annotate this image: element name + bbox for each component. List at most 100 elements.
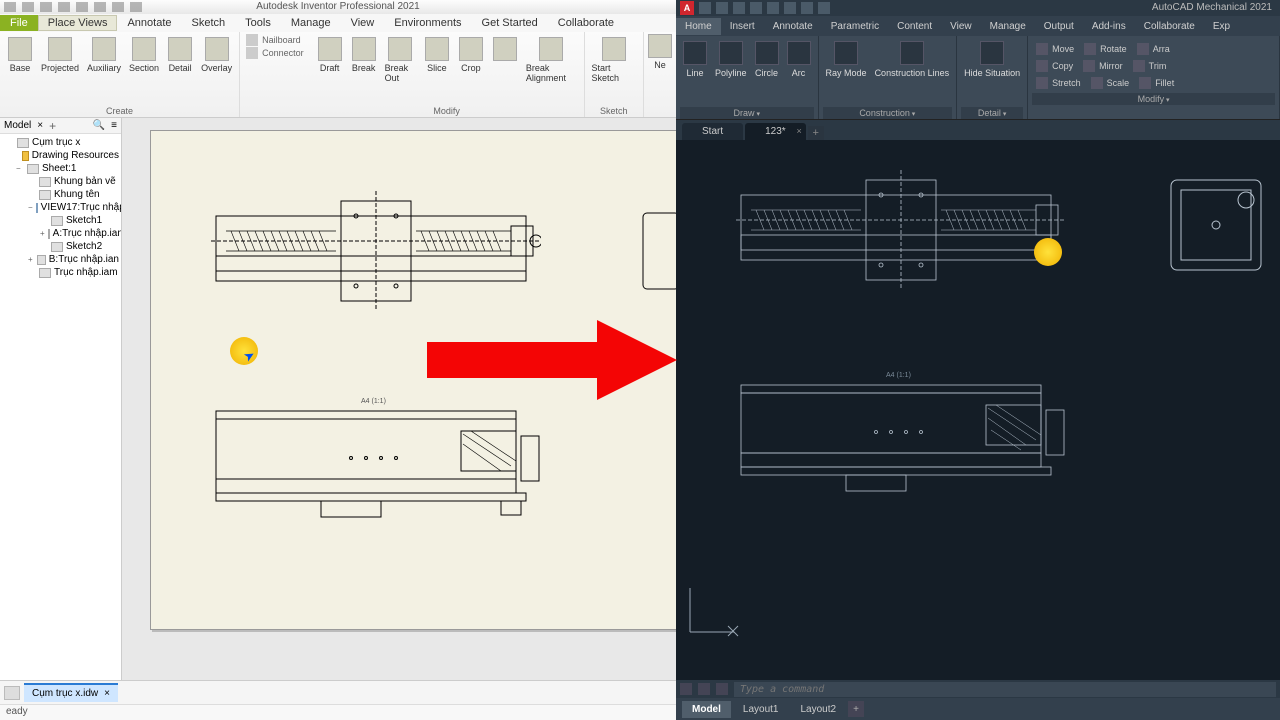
acad-menu-collaborate[interactable]: Collaborate: [1135, 18, 1204, 35]
menu-get-started[interactable]: Get Started: [472, 15, 548, 31]
ribbon-button-hide-situation[interactable]: Hide Situation: [961, 39, 1023, 107]
modify-rotate[interactable]: Rotate: [1084, 42, 1127, 56]
ribbon-button-arc[interactable]: Arc: [784, 39, 814, 107]
qat-redo-icon[interactable]: [76, 2, 88, 12]
modify-scale[interactable]: Scale: [1091, 76, 1130, 90]
ribbon-button-slice[interactable]: Slice: [421, 35, 453, 85]
tree-node[interactable]: +B:Trục nhập.ian: [2, 253, 119, 266]
ribbon-button-break-alignment[interactable]: Break Alignment: [523, 35, 580, 85]
ribbon-button-draft[interactable]: Draft: [314, 35, 346, 85]
qat-undo-icon[interactable]: [801, 2, 813, 14]
layout-tab-layout2[interactable]: Layout2: [790, 701, 846, 718]
tree-node[interactable]: Khung tên: [2, 188, 119, 201]
doc-tab-123[interactable]: 123*×: [745, 123, 806, 140]
tree-node[interactable]: Drawing Resources: [2, 149, 119, 162]
acad-menu-add-ins[interactable]: Add-ins: [1083, 18, 1135, 35]
tab-close-icon[interactable]: ×: [796, 126, 801, 136]
tree-node[interactable]: −Sheet:1: [2, 162, 119, 175]
tree-menu-icon[interactable]: ≡: [111, 120, 117, 131]
qat-open-icon[interactable]: [716, 2, 728, 14]
acad-menu-parametric[interactable]: Parametric: [822, 18, 888, 35]
menu-collaborate[interactable]: Collaborate: [548, 15, 624, 31]
layout-tab-layout1[interactable]: Layout1: [733, 701, 789, 718]
modify-mirror[interactable]: Mirror: [1083, 59, 1123, 73]
add-layout-button[interactable]: +: [848, 701, 864, 717]
ribbon-button-overlay[interactable]: Overlay: [198, 35, 235, 75]
modify-move[interactable]: Move: [1036, 42, 1074, 56]
acad-menu-insert[interactable]: Insert: [721, 18, 764, 35]
modify-stretch[interactable]: Stretch: [1036, 76, 1081, 90]
ribbon-button-auxiliary[interactable]: Auxiliary: [84, 35, 124, 75]
tree-node[interactable]: Sketch2: [2, 240, 119, 253]
tree-node[interactable]: Khung bản vẽ: [2, 175, 119, 188]
ribbon-button-detail[interactable]: Detail: [164, 35, 196, 75]
ribbon-button-ray-mode[interactable]: Ray Mode: [823, 39, 870, 107]
qat-new-icon[interactable]: [699, 2, 711, 14]
tree-search-icon[interactable]: 🔍: [93, 120, 105, 131]
qat-save-icon[interactable]: [40, 2, 52, 12]
acad-menu-view[interactable]: View: [941, 18, 981, 35]
qat-open-icon[interactable]: [22, 2, 34, 12]
tab-close-icon[interactable]: ×: [104, 688, 110, 699]
ribbon-button-construction-lines[interactable]: Construction Lines: [872, 39, 953, 107]
modify-trim[interactable]: Trim: [1133, 59, 1167, 73]
tree-add-icon[interactable]: +: [49, 119, 56, 133]
ribbon-button-ne[interactable]: Ne: [644, 32, 676, 117]
ribbon-button-break[interactable]: Break: [348, 35, 380, 85]
doc-tab-start[interactable]: Start: [682, 123, 743, 140]
qat-redo-icon[interactable]: [818, 2, 830, 14]
menu-tools[interactable]: Tools: [235, 15, 281, 31]
qat-home-icon[interactable]: [94, 2, 106, 12]
qat-save-icon[interactable]: [733, 2, 745, 14]
command-input[interactable]: [734, 682, 1276, 697]
ribbon-button-circle[interactable]: Circle: [752, 39, 782, 107]
acad-menu-output[interactable]: Output: [1035, 18, 1083, 35]
modify-copy[interactable]: Copy: [1036, 59, 1073, 73]
ribbon-button-start-sketch[interactable]: Start Sketch: [589, 35, 639, 85]
connector-button[interactable]: Connector: [246, 47, 304, 59]
autocad-canvas[interactable]: A4 (1:1): [676, 140, 1280, 680]
ribbon-button-polyline[interactable]: Polyline: [712, 39, 750, 107]
tree-close-icon[interactable]: ×: [37, 120, 43, 131]
tree-node[interactable]: Sketch1: [2, 214, 119, 227]
expand-icon[interactable]: −: [28, 203, 33, 212]
menu-environments[interactable]: Environments: [384, 15, 471, 31]
qat-tile-icon[interactable]: [112, 2, 124, 12]
ribbon-button-sep[interactable]: [489, 35, 521, 85]
qat-new-icon[interactable]: [4, 2, 16, 12]
layout-tab-model[interactable]: Model: [682, 701, 731, 718]
expand-icon[interactable]: −: [16, 164, 24, 173]
tree-node[interactable]: Cụm trục x: [2, 136, 119, 149]
cmd-close-icon[interactable]: [680, 683, 692, 695]
ribbon-button-section[interactable]: Section: [126, 35, 162, 75]
new-tab-button[interactable]: +: [808, 126, 824, 140]
nailboard-button[interactable]: Nailboard: [246, 34, 304, 46]
tree-node[interactable]: +A:Trục nhập.ian: [2, 227, 119, 240]
menu-annotate[interactable]: Annotate: [117, 15, 181, 31]
qat-web-icon[interactable]: [767, 2, 779, 14]
ribbon-button-projected[interactable]: Projected: [38, 35, 82, 75]
acad-menu-content[interactable]: Content: [888, 18, 941, 35]
menu-view[interactable]: View: [341, 15, 385, 31]
file-menu[interactable]: File: [0, 15, 38, 31]
acad-menu-manage[interactable]: Manage: [981, 18, 1035, 35]
ribbon-button-break-out[interactable]: Break Out: [382, 35, 419, 85]
qat-plot-icon[interactable]: [784, 2, 796, 14]
ribbon-button-base[interactable]: Base: [4, 35, 36, 75]
qat-undo-icon[interactable]: [58, 2, 70, 12]
menu-sketch[interactable]: Sketch: [182, 15, 236, 31]
ribbon-button-crop[interactable]: Crop: [455, 35, 487, 85]
document-tab[interactable]: Cụm trục x.idw ×: [24, 683, 118, 702]
home-tab-icon[interactable]: [4, 686, 20, 700]
tree-node[interactable]: Trục nhập.iam: [2, 266, 119, 279]
expand-icon[interactable]: +: [40, 229, 45, 238]
modify-arra[interactable]: Arra: [1137, 42, 1170, 56]
qat-material-icon[interactable]: [130, 2, 142, 12]
menu-place-views[interactable]: Place Views: [38, 15, 118, 31]
cmd-custom-icon[interactable]: [698, 683, 710, 695]
ribbon-button-line[interactable]: Line: [680, 39, 710, 107]
acad-menu-annotate[interactable]: Annotate: [764, 18, 822, 35]
menu-manage[interactable]: Manage: [281, 15, 341, 31]
qat-saveas-icon[interactable]: [750, 2, 762, 14]
autocad-logo-icon[interactable]: A: [680, 1, 694, 15]
